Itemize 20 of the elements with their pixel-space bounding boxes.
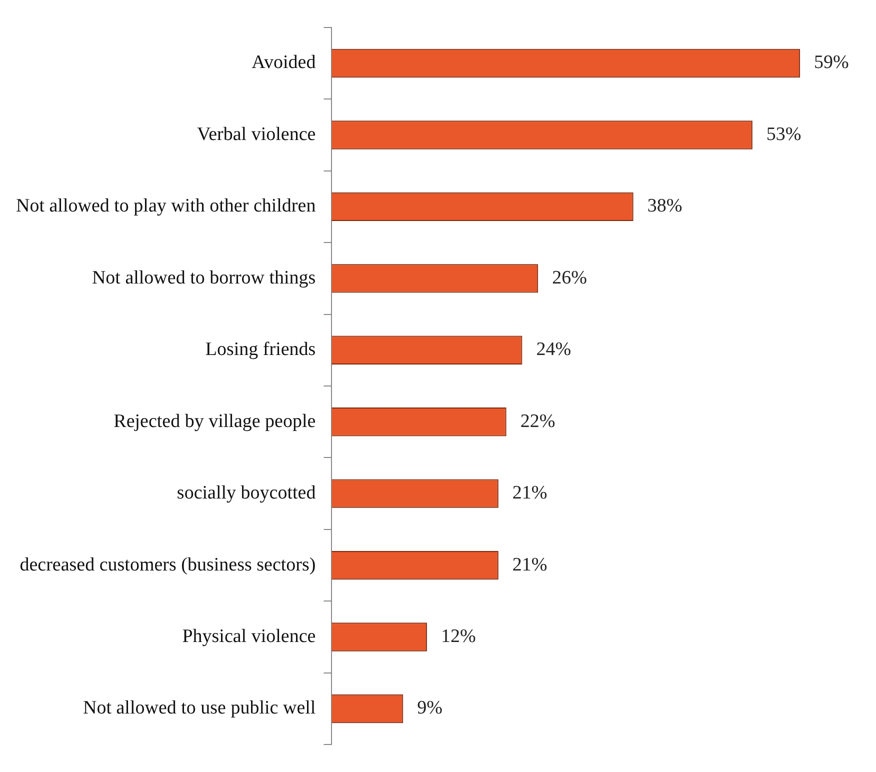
y-tick-label: Not allowed to use public well <box>82 698 316 719</box>
data-label: 21% <box>512 482 548 504</box>
y-tick-label: decreased customers (business sectors) <box>20 554 316 576</box>
y-tick-label: Verbal violence <box>197 124 316 145</box>
y-tick-label: Not allowed to borrow things <box>92 267 316 288</box>
y-tick-label: Rejected by village people <box>114 410 316 432</box>
y-tick-label: Physical violence <box>182 626 316 648</box>
y-tick-label: Avoided <box>252 52 316 74</box>
data-label: 53% <box>766 124 802 145</box>
data-label: 21% <box>512 554 548 576</box>
data-label: 22% <box>520 410 556 432</box>
data-label: 59% <box>814 52 850 74</box>
data-label: 38% <box>647 196 682 217</box>
data-label: 26% <box>552 267 588 288</box>
y-tick-label: socially boycotted <box>176 482 316 504</box>
data-label: 9% <box>417 698 443 719</box>
y-tick-label: Not allowed to play with other children <box>16 196 316 217</box>
y-tick-label: Losing friends <box>205 339 316 360</box>
data-label: 24% <box>536 339 572 360</box>
data-label: 12% <box>440 626 476 648</box>
